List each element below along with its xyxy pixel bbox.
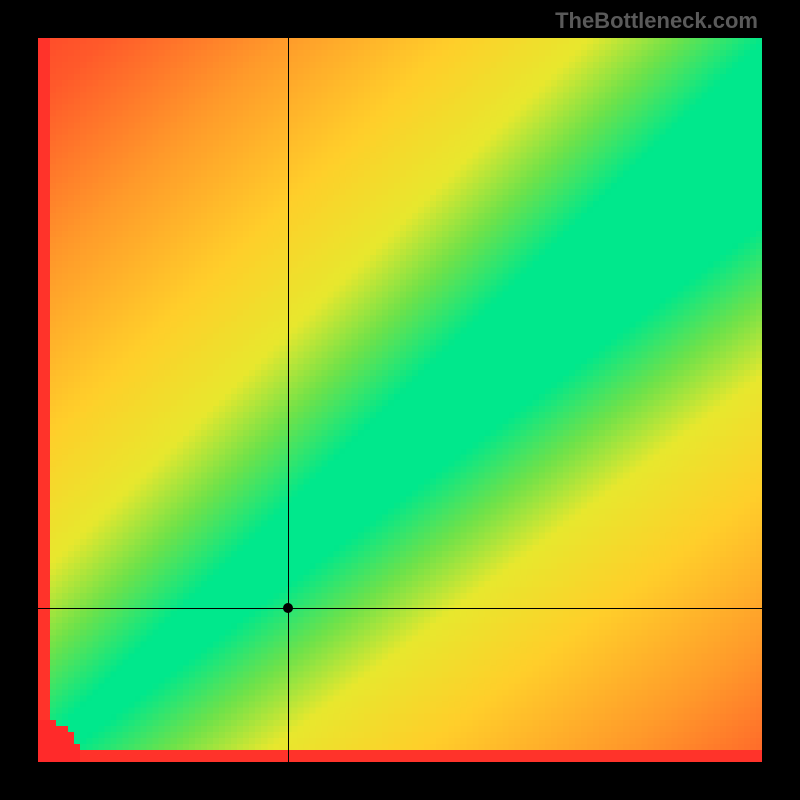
watermark-text: TheBottleneck.com	[555, 8, 758, 34]
crosshair-marker	[283, 603, 293, 613]
crosshair-vertical	[288, 38, 289, 762]
plot-area	[38, 38, 762, 762]
crosshair-horizontal	[38, 608, 762, 609]
heatmap-canvas	[38, 38, 762, 762]
